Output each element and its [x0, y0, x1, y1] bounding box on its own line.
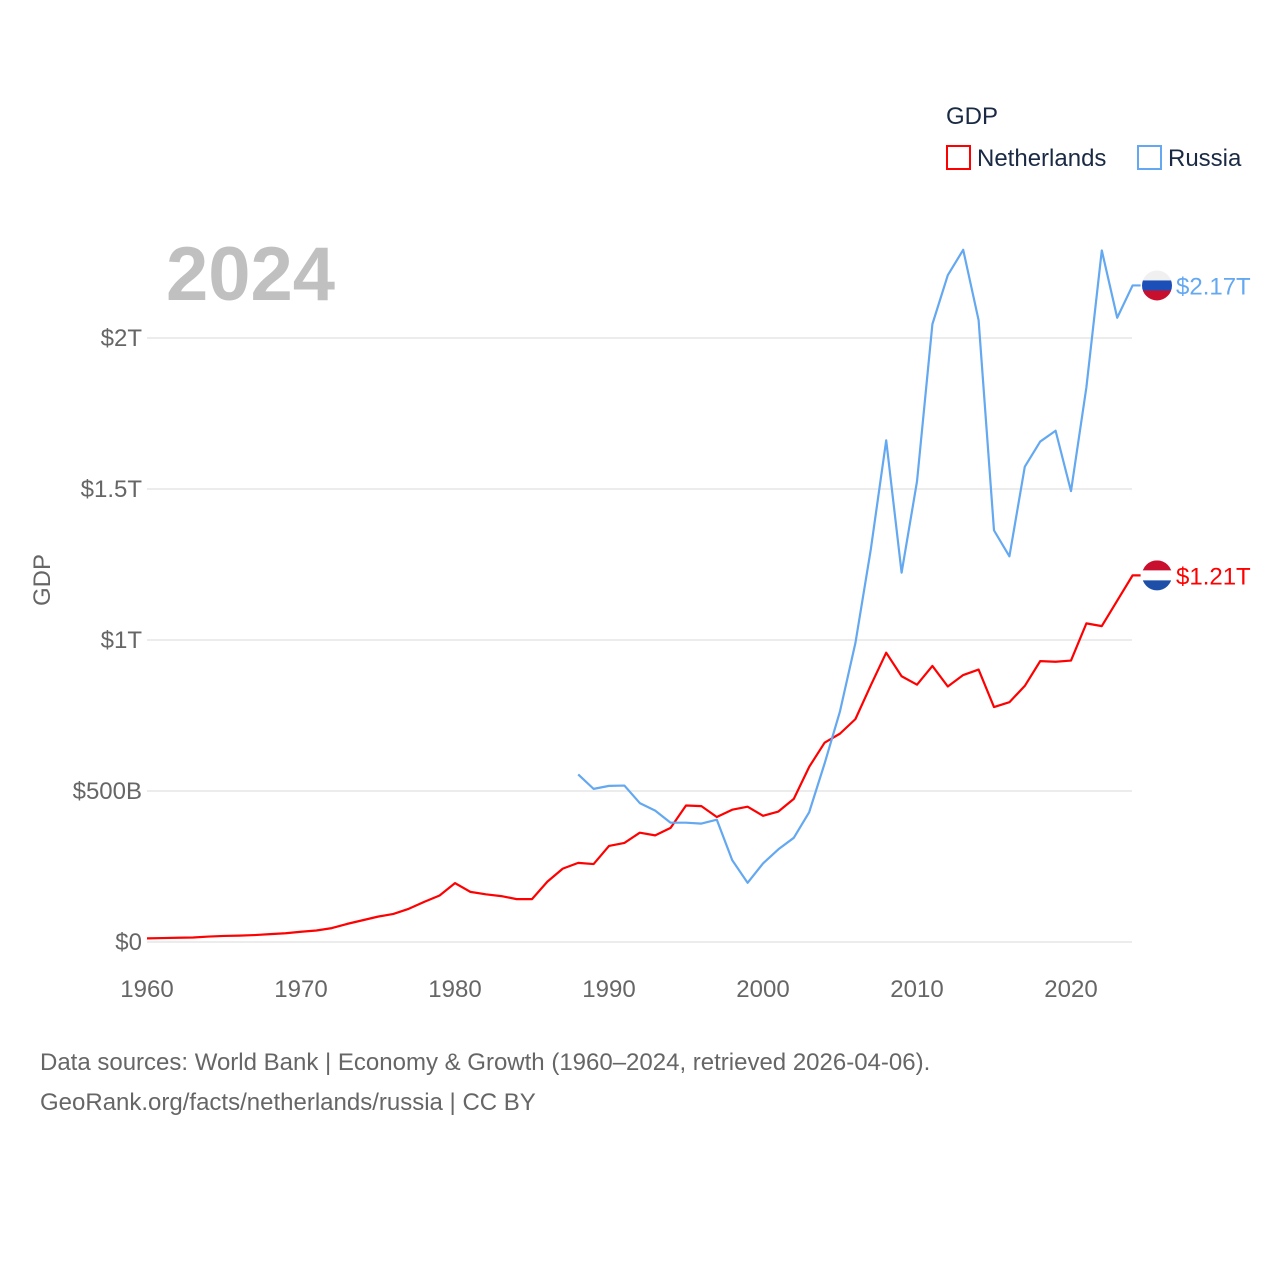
y-tick-label: $2T — [101, 325, 143, 352]
year-watermark: 2024 — [166, 232, 335, 317]
x-tick-label: 1990 — [582, 976, 635, 1003]
gridlines — [147, 337, 1132, 943]
end-value-label-netherlands: $1.21T — [1176, 563, 1251, 590]
x-tick-label: 1960 — [120, 976, 173, 1003]
x-tick-label: 1980 — [428, 976, 481, 1003]
y-tick-label: $1.5T — [81, 476, 143, 503]
x-tick-label: 2020 — [1044, 976, 1097, 1003]
flag-stripe — [1142, 560, 1172, 571]
legend-title: GDP — [946, 103, 998, 130]
end-value-label-russia: $2.17T — [1176, 273, 1251, 300]
x-tick-label: 2000 — [736, 976, 789, 1003]
series-line-netherlands — [146, 574, 1141, 940]
source-link[interactable]: GeoRank.org/facts/netherlands/russia | C… — [40, 1089, 536, 1116]
series-lines: $1.21T $2.17T — [146, 248, 1251, 940]
legend-swatch-russia — [1137, 145, 1162, 170]
flag-stripe — [1142, 290, 1172, 301]
series-line-russia — [577, 248, 1141, 884]
data-source-note: Data sources: World Bank | Economy & Gro… — [40, 1043, 930, 1123]
source-line-1: Data sources: World Bank | Economy & Gro… — [40, 1049, 931, 1076]
y-tick-label: $500B — [73, 778, 142, 805]
y-tick-label: $0 — [115, 929, 142, 956]
flag-stripe — [1142, 280, 1172, 291]
flag-stripe — [1142, 580, 1172, 591]
flag-stripe — [1142, 570, 1172, 581]
x-axis-ticks: 1960 1970 1980 1990 2000 2010 2020 — [120, 976, 1097, 1003]
flag-stripe — [1142, 270, 1172, 281]
y-axis-label: GDP — [29, 554, 56, 606]
y-axis-ticks: $0 $500B $1T $1.5T $2T — [73, 325, 143, 956]
y-tick-label: $1T — [101, 627, 143, 654]
x-tick-label: 2010 — [890, 976, 943, 1003]
x-tick-label: 1970 — [274, 976, 327, 1003]
flag-icon-netherlands — [1142, 560, 1172, 591]
legend-label-netherlands: Netherlands — [977, 145, 1106, 172]
flag-icon-russia — [1142, 270, 1172, 301]
legend-label-russia: Russia — [1168, 145, 1242, 172]
legend[interactable]: GDP Netherlands Russia — [946, 103, 1242, 172]
legend-swatch-netherlands — [946, 145, 971, 170]
